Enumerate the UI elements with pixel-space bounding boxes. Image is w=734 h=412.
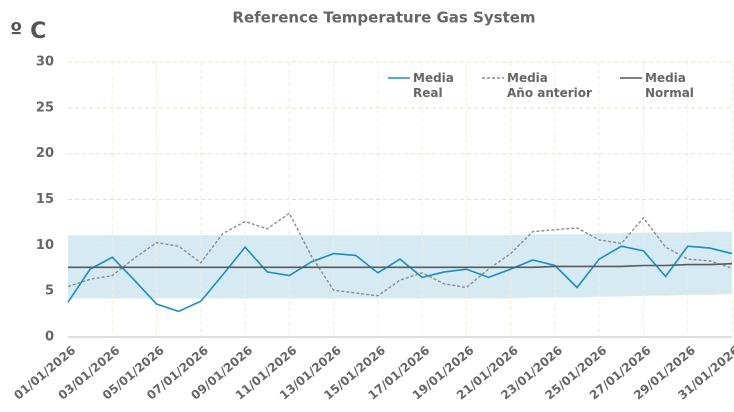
- series-line: [68, 262, 733, 269]
- y-tick-label: 10: [36, 238, 54, 253]
- y-axis-label: º C: [10, 19, 46, 44]
- y-tick-label: 0: [45, 330, 54, 345]
- band: [68, 231, 732, 299]
- y-tick-label: 25: [36, 100, 54, 115]
- legend-label: Media Año anterior: [507, 71, 592, 100]
- legend-label: Media Normal: [645, 71, 694, 100]
- y-tick-label: 20: [36, 146, 54, 161]
- legend-label: Media Real: [413, 71, 454, 100]
- y-tick-label: 15: [36, 192, 54, 207]
- y-tick-label: 5: [45, 284, 54, 299]
- series-line: [67, 245, 733, 313]
- chart-title: Reference Temperature Gas System: [232, 9, 535, 27]
- y-tick-label: 30: [36, 55, 54, 70]
